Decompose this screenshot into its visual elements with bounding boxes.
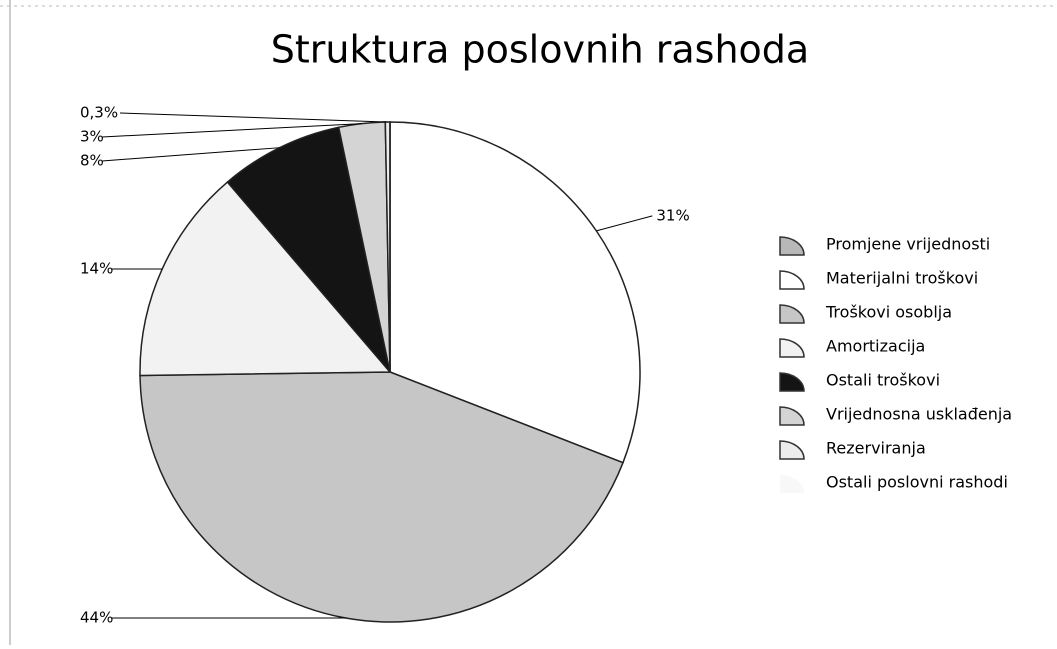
leader-line <box>119 112 388 123</box>
data-label: 14% <box>80 260 113 278</box>
legend-swatch <box>779 270 805 290</box>
legend-label: Promjene vrijednosti <box>826 235 990 254</box>
legend-label: Ostali poslovni rashodi <box>826 473 1008 492</box>
data-label: 31% <box>656 206 689 224</box>
legend-swatch <box>779 406 805 426</box>
data-label: 0,3% <box>80 104 118 122</box>
legend-swatch <box>779 372 805 392</box>
data-label: 44% <box>80 609 113 627</box>
legend-label: Ostali troškovi <box>826 371 940 390</box>
legend-label: Troškovi osoblja <box>825 303 952 322</box>
legend-swatch <box>779 304 805 324</box>
data-label: 8% <box>80 152 104 170</box>
pie-slice <box>139 181 392 377</box>
legend-label: Materijalni troškovi <box>826 269 978 288</box>
legend-swatch <box>779 338 805 358</box>
leader-line <box>101 147 280 162</box>
legend-swatch <box>779 440 805 460</box>
chart-title: Struktura poslovnih rashoda <box>271 28 809 72</box>
pie-slice <box>389 121 641 464</box>
legend-swatch <box>779 236 805 256</box>
legend-label: Amortizacija <box>826 337 925 356</box>
pie-slice <box>226 126 391 373</box>
legend-label: Vrijednosna usklađenja <box>826 405 1012 424</box>
legend-label: Rezerviranja <box>826 439 926 458</box>
pie-slice <box>139 371 624 623</box>
legend-swatch <box>780 475 804 493</box>
leader-line <box>101 123 362 138</box>
data-label: 3% <box>80 128 104 146</box>
leader-line <box>596 215 653 232</box>
